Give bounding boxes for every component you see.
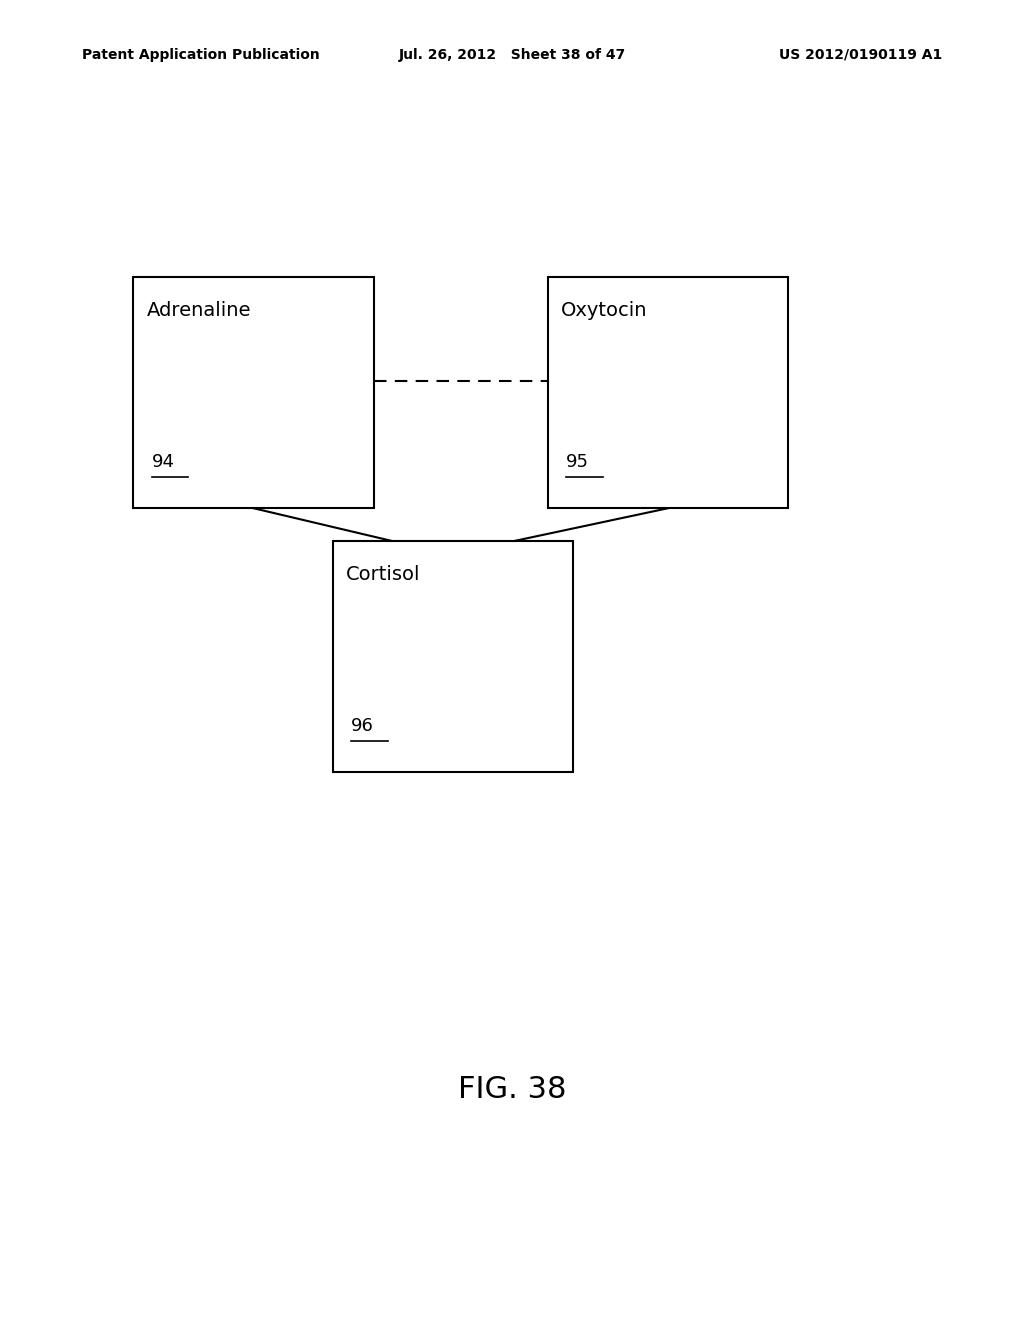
Text: US 2012/0190119 A1: US 2012/0190119 A1 [779,48,942,62]
Text: 96: 96 [351,717,374,735]
Text: Cortisol: Cortisol [346,565,421,583]
Text: FIG. 38: FIG. 38 [458,1076,566,1105]
Bar [548,277,788,508]
Text: Adrenaline: Adrenaline [146,301,251,319]
Text: 94: 94 [152,453,174,471]
Text: Patent Application Publication: Patent Application Publication [82,48,319,62]
Text: 95: 95 [566,453,589,471]
Bar [133,277,374,508]
Bar [333,541,573,772]
Text: Jul. 26, 2012   Sheet 38 of 47: Jul. 26, 2012 Sheet 38 of 47 [398,48,626,62]
Text: Oxytocin: Oxytocin [561,301,647,319]
